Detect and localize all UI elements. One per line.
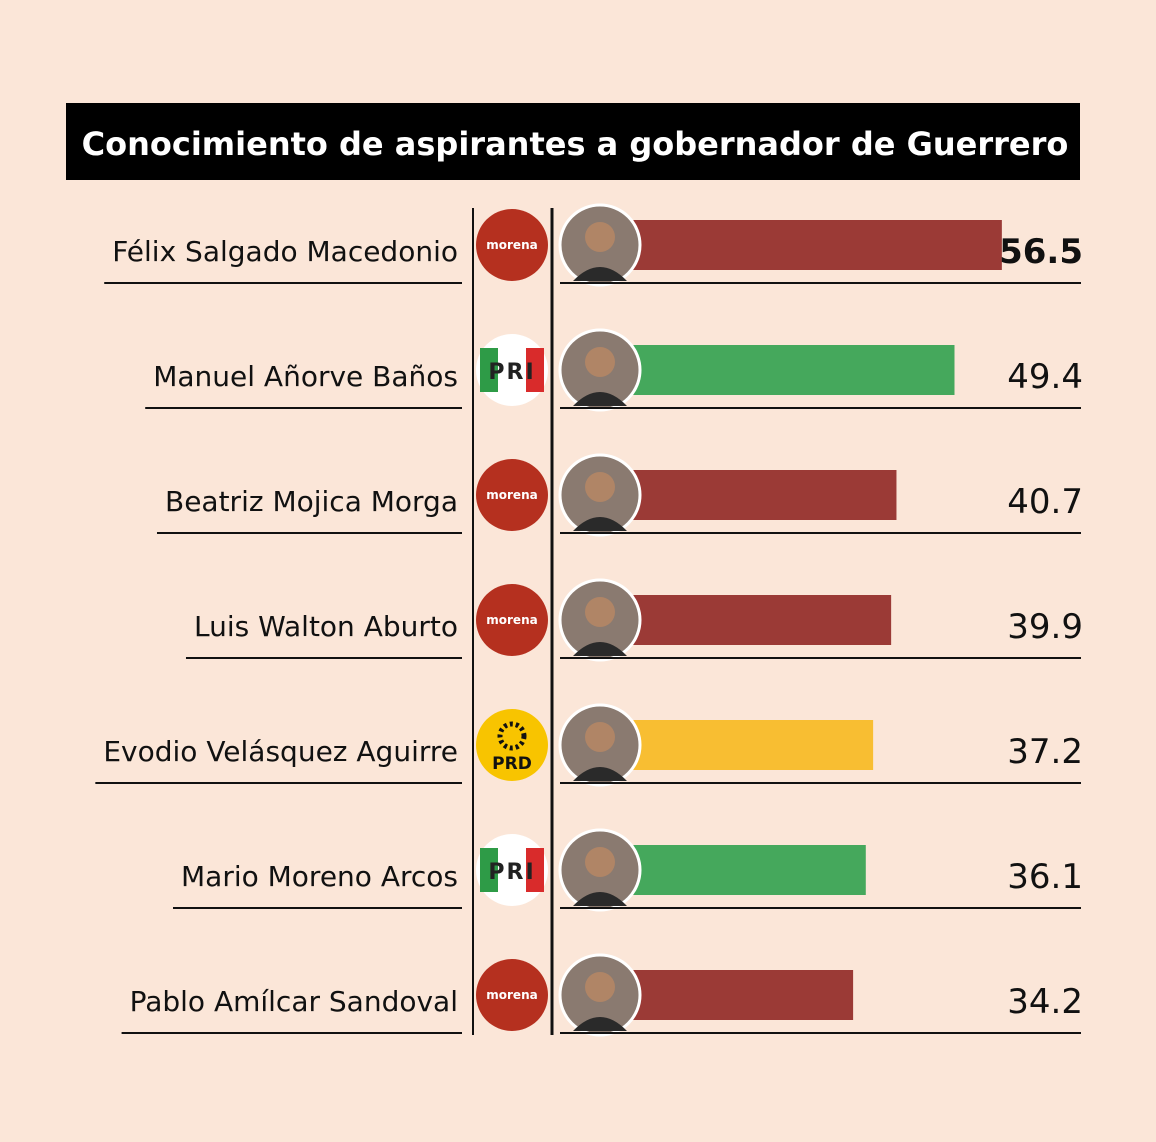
photo-head [585,347,615,377]
photo-body [573,517,627,531]
party-name: PRI [488,360,535,385]
value-label: 39.9 [1007,607,1083,647]
party-name: morena [486,613,537,627]
value-label: 40.7 [1007,482,1083,522]
logo-stripe [480,348,498,392]
candidate-name: Beatriz Mojica Morga [165,485,458,518]
bar [625,845,866,895]
bar [625,345,955,395]
value-label: 49.4 [1007,357,1083,397]
logo-stripe [526,348,544,392]
party-logo [476,209,548,281]
candidate-name: Félix Salgado Macedonio [112,235,458,268]
party-name: PRI [488,860,535,885]
photo-body [573,892,627,906]
photo-head [585,972,615,1002]
photo-body [573,392,627,406]
bar [625,470,897,520]
party-logo [476,959,548,1031]
candidate-name: Evodio Velásquez Aguirre [103,735,458,768]
bar [625,720,874,770]
photo-head [585,722,615,752]
party-logo [476,584,548,656]
party-logo [476,459,548,531]
photo-body [573,1017,627,1031]
value-label: 36.1 [1007,857,1083,897]
value-label: 56.5 [999,232,1083,272]
value-label: 34.2 [1007,982,1083,1022]
bar [625,970,854,1020]
photo-body [573,767,627,781]
party-logo [476,709,548,781]
party-name: morena [486,488,537,502]
photo-head [585,472,615,502]
bar [625,220,1002,270]
photo-head [585,597,615,627]
candidate-name: Mario Moreno Arcos [181,860,458,893]
photo-head [585,222,615,252]
party-name: PRD [492,754,532,774]
title-box [66,103,1080,180]
photo-body [573,642,627,656]
candidate-name: Pablo Amílcar Sandoval [130,985,458,1018]
logo-sun [497,721,527,751]
value-label: 37.2 [1007,732,1083,772]
photo-body [573,267,627,281]
party-name: morena [486,238,537,252]
candidate-name: Luis Walton Aburto [194,610,458,643]
photo-head [585,847,615,877]
bar [625,595,892,645]
party-name: morena [486,988,537,1002]
chart-title: Conocimiento de aspirantes a gobernador … [82,125,1069,163]
logo-stripe [480,848,498,892]
candidate-name: Manuel Añorve Baños [153,360,458,393]
logo-stripe [526,848,544,892]
